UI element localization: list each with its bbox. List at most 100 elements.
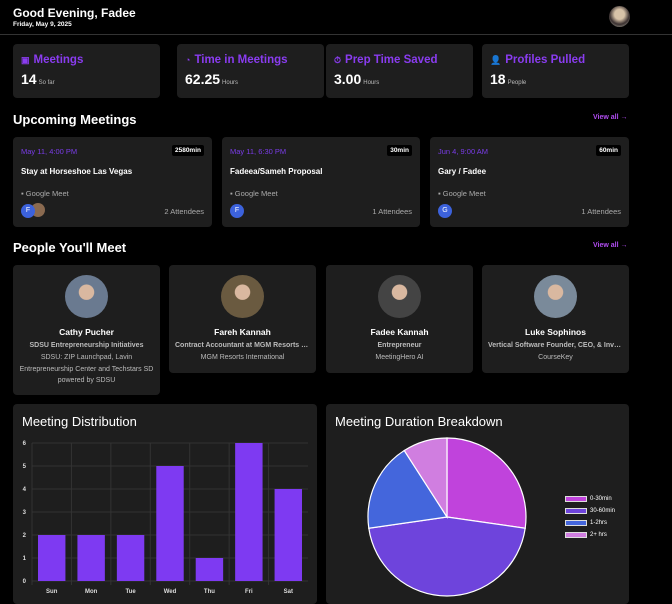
person-org: MeetingHero AI <box>375 354 424 361</box>
video-camera-icon: ▪ <box>21 189 24 198</box>
attendee-avatar: F <box>230 204 244 218</box>
bar-Thu[interactable] <box>195 558 224 581</box>
duration-badge: 2580min <box>171 145 204 156</box>
pie-slice-1-2hrs[interactable] <box>367 449 449 529</box>
duration-breakdown-card: Meeting Duration Breakdown 0-30min 30-60m… <box>326 404 629 604</box>
legend-item[interactable]: 1-2hrs <box>565 520 607 526</box>
person-role: SDSU Entrepreneurship Initiatives <box>29 342 144 349</box>
legend-swatch <box>565 520 587 526</box>
person-card[interactable]: Cathy Pucher SDSU Entrepreneurship Initi… <box>13 265 160 395</box>
stat-unit: People <box>507 80 527 86</box>
attendee-count: 2 Attendees <box>164 207 204 216</box>
pie-slice-2+ hrs[interactable] <box>403 437 448 520</box>
stopwatch-icon: ⏱ <box>334 54 342 65</box>
meeting-time: May 11, 6:30 PM <box>230 147 287 156</box>
stat-value: 18 <box>490 71 506 87</box>
people-title: People You'll Meet <box>13 240 127 255</box>
meeting-platform: Google Meet <box>234 189 278 198</box>
legend-item[interactable]: 0-30min <box>565 496 612 502</box>
legend-swatch <box>565 508 587 514</box>
stat-value: 62.25 <box>185 71 221 87</box>
bar-Mon[interactable] <box>77 535 105 581</box>
bar-Tue[interactable] <box>116 535 145 581</box>
stat-card: 👤 Profiles Pulled 18 People <box>482 44 629 98</box>
x-tick-label: Mon <box>85 589 98 595</box>
clock-icon: ◔ <box>185 55 191 65</box>
stat-card: ◔ Time in Meetings 62.25 Hours <box>177 44 324 98</box>
pie-slice-0-30min[interactable] <box>446 437 527 529</box>
greeting: Good Evening, Fadee <box>13 6 136 20</box>
meeting-time: May 11, 4:00 PM <box>21 147 78 156</box>
legend-label: 2+ hrs <box>590 532 607 538</box>
y-tick-label: 6 <box>23 441 27 447</box>
x-tick-label: Sat <box>284 589 293 595</box>
legend-label: 1-2hrs <box>590 520 608 526</box>
person-role: Contract Accountant at MGM Resorts Inter… <box>175 342 310 349</box>
legend-label: 30-60min <box>590 508 616 514</box>
bar-Fri[interactable] <box>235 443 263 581</box>
view-all-meetings-link[interactable]: View all → <box>593 114 628 121</box>
stat-title: Profiles Pulled <box>505 54 586 66</box>
user-avatar[interactable] <box>609 6 630 27</box>
attendee-avatar: F <box>21 204 35 218</box>
date: Friday, May 9, 2025 <box>13 21 72 28</box>
x-tick-label: Thu <box>204 589 215 595</box>
person-card[interactable]: Luke Sophinos Vertical Software Founder,… <box>482 265 629 373</box>
stat-unit: So far <box>38 80 55 86</box>
pie-chart <box>367 437 527 597</box>
attendee-avatar: G <box>438 204 452 218</box>
calendar-icon: ▣ <box>21 54 30 65</box>
x-tick-label: Wed <box>164 589 177 595</box>
person-photo <box>65 275 108 318</box>
legend-swatch <box>565 496 587 502</box>
chart-title: Meeting Duration Breakdown <box>335 414 503 429</box>
duration-badge: 60min <box>596 145 621 156</box>
person-photo <box>221 275 264 318</box>
x-tick-label: Sun <box>46 589 58 595</box>
y-tick-label: 3 <box>23 510 27 516</box>
person-card[interactable]: Fareh Kannah Contract Accountant at MGM … <box>169 265 316 373</box>
person-role: Entrepreneur <box>377 342 422 349</box>
meeting-platform: Google Meet <box>442 189 486 198</box>
duration-badge: 30min <box>387 145 412 156</box>
person-org: MGM Resorts International <box>200 354 285 361</box>
stat-unit: Hours <box>363 80 380 86</box>
bar-Wed[interactable] <box>156 466 184 581</box>
meeting-time: Jun 4, 9:00 AM <box>438 147 489 156</box>
bar-Sun[interactable] <box>38 535 66 581</box>
person-name: Luke Sophinos <box>525 327 586 337</box>
y-tick-label: 2 <box>23 533 27 539</box>
legend-item[interactable]: 2+ hrs <box>565 532 607 538</box>
meeting-name: Gary / Fadee <box>438 167 487 176</box>
view-all-people-link[interactable]: View all → <box>593 242 628 249</box>
bar-Sat[interactable] <box>274 489 302 581</box>
x-tick-label: Fri <box>245 589 253 595</box>
attendee-count: 1 Attendees <box>372 207 412 216</box>
stat-unit: Hours <box>222 80 239 86</box>
stat-card: ▣ Meetings 14 So far <box>13 44 160 98</box>
meeting-card[interactable]: Jun 4, 9:00 AM 60min Gary / Fadee ▪ Goog… <box>430 137 629 227</box>
person-card[interactable]: Fadee Kannah Entrepreneur MeetingHero AI <box>326 265 473 373</box>
video-camera-icon: ▪ <box>230 189 233 198</box>
meeting-card[interactable]: May 11, 6:30 PM 30min Fadeea/Sameh Propo… <box>222 137 420 227</box>
meeting-name: Stay at Horseshoe Las Vegas <box>21 167 133 176</box>
meeting-platform: Google Meet <box>25 189 69 198</box>
y-tick-label: 4 <box>23 487 27 493</box>
meeting-distribution-card: Meeting Distribution 0 1 2 3 4 5 6 Sun Mon Tue Wed… <box>13 404 317 604</box>
legend-label: 0-30min <box>590 496 612 502</box>
legend-swatch <box>565 532 587 538</box>
legend-item[interactable]: 30-60min <box>565 508 615 514</box>
bar-chart: 0 1 2 3 4 5 6 Sun Mon Tue Wed Thu Fri Sat <box>23 441 308 595</box>
person-org: CourseKey <box>538 354 573 361</box>
y-tick-label: 1 <box>23 556 27 562</box>
video-camera-icon: ▪ <box>438 189 441 198</box>
meeting-card[interactable]: May 11, 4:00 PM 2580min Stay at Horsesho… <box>13 137 212 227</box>
x-tick-label: Tue <box>125 589 136 595</box>
upcoming-title: Upcoming Meetings <box>13 112 137 127</box>
meeting-name: Fadeea/Sameh Proposal <box>230 167 323 176</box>
header: Good Evening, Fadee Friday, May 9, 2025 <box>0 0 672 35</box>
person-role: Vertical Software Founder, CEO, & Invest… <box>488 342 623 349</box>
stat-title: Time in Meetings <box>194 54 288 66</box>
pie-slice-30-60min[interactable] <box>368 516 526 597</box>
person-org: SDSU: ZIP Launchpad, Lavin Entrepreneurs… <box>19 354 154 384</box>
